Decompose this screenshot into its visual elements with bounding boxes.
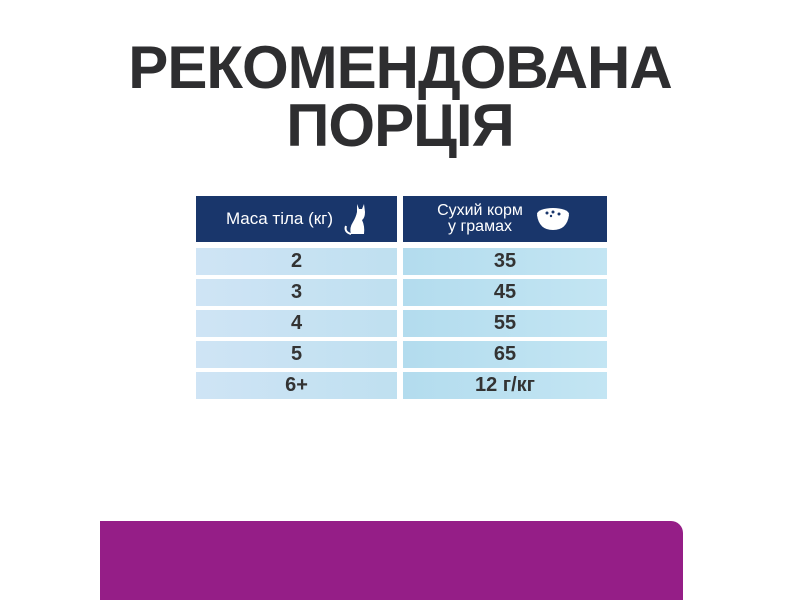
header-food-line-2: у грамах	[448, 218, 512, 235]
cell-grams: 65	[403, 341, 607, 368]
cell-weight: 5	[196, 341, 397, 368]
cell-weight: 2	[196, 248, 397, 275]
cell-grams: 35	[403, 248, 607, 275]
cat-icon	[344, 204, 366, 235]
cell-grams: 12 г/кг	[403, 372, 607, 399]
header-weight-label: Маса тіла (кг)	[225, 209, 334, 228]
title-line-2: ПОРЦІЯ	[286, 92, 514, 159]
cell-weight: 4	[196, 310, 397, 337]
cell-weight: 6+	[196, 372, 397, 399]
header-weight: Маса тіла (кг)	[196, 196, 397, 242]
food-bowl-icon	[536, 208, 569, 230]
title-line-1: РЕКОМЕНДОВАНА	[128, 34, 672, 101]
header-food: Сухий корм у грамах	[403, 196, 607, 242]
header-food-line-1: Сухий корм	[437, 202, 523, 219]
cell-grams: 55	[403, 310, 607, 337]
purple-banner	[100, 521, 683, 600]
cell-grams: 45	[403, 279, 607, 306]
cell-weight: 3	[196, 279, 397, 306]
